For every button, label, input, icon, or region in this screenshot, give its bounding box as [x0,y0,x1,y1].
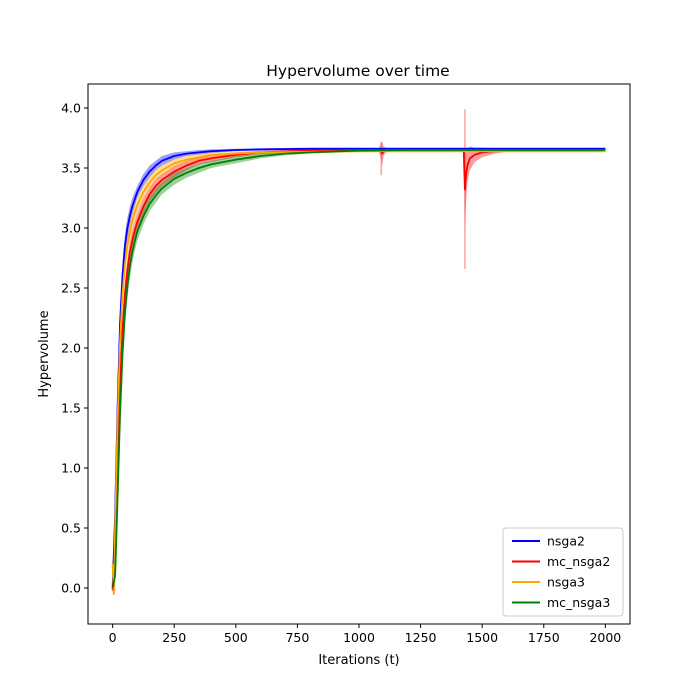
legend: nsga2 mc_nsga2 nsga3 mc_nsga3 [502,527,624,617]
y-tick-label: 3.5 [61,161,81,176]
y-axis: 0.0 0.5 1.0 1.5 2.0 2.5 3.0 3.5 4.0 [61,101,88,596]
y-axis-title: Hypervolume [37,310,52,397]
x-tick-label: 500 [224,630,248,645]
y-tick-label: 4.0 [61,101,81,116]
x-tick-label: 0 [109,630,117,645]
y-tick-label: 2.0 [61,341,81,356]
x-tick-label: 750 [285,630,309,645]
x-tick-label: 1750 [528,630,560,645]
y-tick-label: 0.0 [61,581,81,596]
y-tick-label: 2.5 [61,281,81,296]
y-tick-label: 1.0 [61,461,81,476]
y-tick-label: 0.5 [61,521,81,536]
series-line-mc-nsga3 [111,149,606,589]
y-tick-label: 1.5 [61,401,81,416]
legend-label-mc-nsga2: mc_nsga2 [547,554,610,569]
legend-box [502,527,624,617]
plot-area [111,109,606,598]
series-line-nsga3 [111,150,606,595]
x-tick-label: 250 [162,630,186,645]
x-axis: 0 250 500 750 1000 1250 1500 1750 2000 [109,624,621,645]
legend-label-nsga2: nsga2 [547,534,585,549]
series-line-nsga2 [111,147,606,589]
legend-label-mc-nsga3: mc_nsga3 [547,595,610,610]
legend-label-nsga3: nsga3 [547,575,585,590]
x-tick-label: 1500 [466,630,498,645]
x-tick-label: 1000 [343,630,375,645]
y-tick-label: 3.0 [61,221,81,236]
chart-title: Hypervolume over time [266,62,449,80]
band-mc-nsga3 [112,148,606,592]
x-tick-label: 1250 [405,630,437,645]
x-axis-title: Iterations (t) [318,653,399,668]
x-tick-label: 2000 [589,630,621,645]
